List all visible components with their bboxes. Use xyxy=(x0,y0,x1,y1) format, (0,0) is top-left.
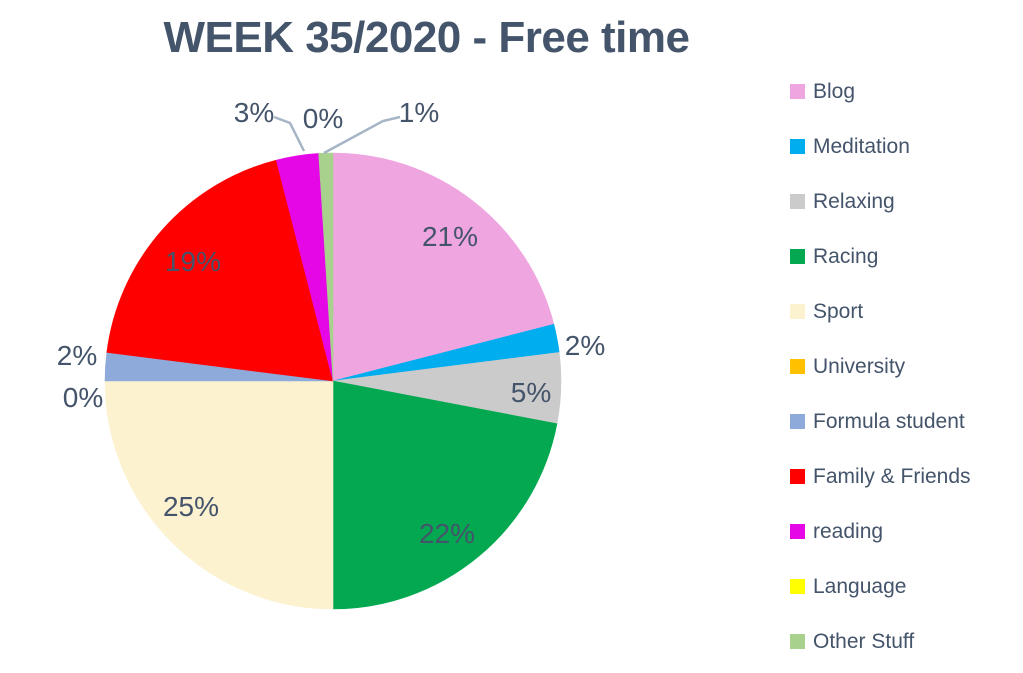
legend-label-racing: Racing xyxy=(813,244,879,268)
legend-item-sport: Sport xyxy=(790,296,863,326)
legend-item-family-friends: Family & Friends xyxy=(790,461,971,491)
legend-label-language: Language xyxy=(813,574,907,598)
leader-line-reading xyxy=(273,115,306,152)
pie-slice-family-friends xyxy=(106,159,334,382)
pie-slice-blog xyxy=(332,152,555,382)
legend-swatch-other-stuff xyxy=(790,633,805,649)
chart-title: WEEK 35/2020 - Free time xyxy=(163,13,690,62)
legend-swatch-formula-student xyxy=(790,413,805,429)
data-label-university: 0% xyxy=(62,382,104,413)
legend-swatch-family-friends xyxy=(790,468,805,484)
data-label-relaxing: 5% xyxy=(510,377,552,408)
data-label-language: 0% xyxy=(302,103,344,134)
legend-label-family-friends: Family & Friends xyxy=(813,464,971,488)
data-label-blog: 21% xyxy=(421,221,479,252)
legend-item-language: Language xyxy=(790,571,906,601)
legend-label-blog: Blog xyxy=(813,79,856,103)
data-label-reading: 3% xyxy=(233,97,275,128)
data-label-family-friends: 19% xyxy=(164,246,222,277)
leader-line-other-stuff xyxy=(323,115,401,155)
legend-label-other-stuff: Other Stuff xyxy=(813,629,915,653)
legend-item-university: University xyxy=(790,351,905,381)
legend-swatch-sport xyxy=(790,303,805,319)
legend-item-other-stuff: Other Stuff xyxy=(790,626,914,656)
data-label-formula-student: 2% xyxy=(56,340,98,371)
data-label-sport: 25% xyxy=(162,491,220,522)
legend-label-meditation: Meditation xyxy=(813,134,910,158)
legend-label-reading: reading xyxy=(813,519,884,543)
legend-item-blog: Blog xyxy=(790,76,855,106)
pie-slice-sport xyxy=(104,380,334,610)
legend-item-relaxing: Relaxing xyxy=(790,186,895,216)
legend-item-reading: reading xyxy=(790,516,883,546)
legend-swatch-language xyxy=(790,578,805,594)
legend-item-formula-student: Formula student xyxy=(790,406,965,436)
legend-label-relaxing: Relaxing xyxy=(813,189,895,213)
legend-swatch-reading xyxy=(790,523,805,539)
legend-swatch-relaxing xyxy=(790,193,805,209)
legend-swatch-university xyxy=(790,358,805,374)
legend-item-racing: Racing xyxy=(790,241,878,271)
legend-item-meditation: Meditation xyxy=(790,131,910,161)
legend-label-formula-student: Formula student xyxy=(813,409,965,433)
legend-label-sport: Sport xyxy=(813,299,864,323)
pie-slice-racing xyxy=(332,380,558,610)
legend-label-university: University xyxy=(813,354,906,378)
legend-swatch-racing xyxy=(790,248,805,264)
data-label-meditation: 2% xyxy=(564,330,606,361)
data-label-other-stuff: 1% xyxy=(398,97,440,128)
data-label-racing: 22% xyxy=(418,518,476,549)
legend-swatch-meditation xyxy=(790,138,805,154)
legend-swatch-blog xyxy=(790,83,805,99)
